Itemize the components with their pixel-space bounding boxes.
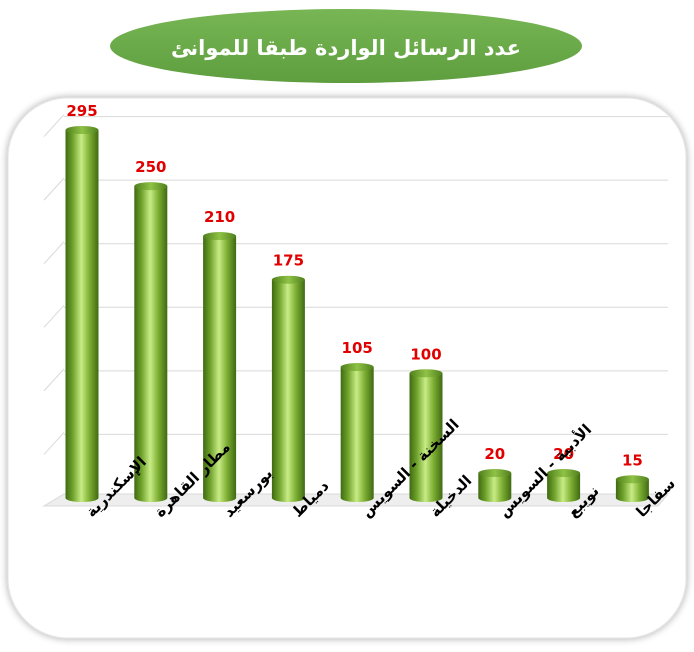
bar-body bbox=[203, 236, 237, 502]
bar bbox=[340, 363, 374, 502]
bar-cap bbox=[615, 475, 649, 484]
gridline-depth bbox=[43, 368, 65, 392]
bar-cap bbox=[547, 469, 581, 478]
value-label: 100 bbox=[410, 345, 441, 363]
gridline-depth bbox=[43, 304, 65, 328]
bars bbox=[65, 126, 649, 502]
value-label: 105 bbox=[342, 339, 373, 357]
bar-body bbox=[615, 479, 649, 502]
bar-cap bbox=[409, 369, 443, 378]
bar-cap bbox=[203, 232, 237, 241]
bar-body bbox=[547, 473, 581, 502]
title-pill bbox=[110, 9, 582, 83]
bar bbox=[203, 232, 237, 502]
bar bbox=[271, 275, 305, 502]
bar bbox=[65, 126, 99, 502]
value-label: 20 bbox=[553, 445, 574, 463]
value-label: 210 bbox=[204, 208, 235, 226]
bar-cap bbox=[478, 469, 512, 478]
bar-body bbox=[65, 130, 99, 502]
value-labels: 295 250 210 175 105 100 20 20 15 bbox=[66, 102, 642, 469]
bar-body bbox=[134, 186, 168, 502]
bar bbox=[615, 475, 649, 502]
bar-body bbox=[478, 473, 512, 502]
bar-body bbox=[409, 373, 443, 502]
bar-cap bbox=[134, 182, 168, 191]
value-label: 250 bbox=[135, 158, 166, 176]
bar-cap bbox=[340, 363, 374, 372]
bar bbox=[409, 369, 443, 502]
bar-cap bbox=[65, 126, 99, 134]
value-label: 15 bbox=[622, 451, 643, 469]
gridline-depth bbox=[43, 114, 65, 137]
bar-body bbox=[271, 279, 305, 502]
gridline-depth bbox=[43, 241, 65, 265]
bar bbox=[547, 469, 581, 502]
gridline-depth bbox=[43, 177, 65, 201]
value-label: 295 bbox=[66, 102, 97, 120]
bar-cap bbox=[271, 275, 305, 284]
bar-body bbox=[340, 367, 374, 502]
chart-title: عدد الرسائل الواردة طبقا للموانئ bbox=[171, 36, 521, 60]
gridline-depth bbox=[43, 432, 65, 455]
value-label: 175 bbox=[273, 252, 304, 270]
bar bbox=[478, 469, 512, 502]
value-label: 20 bbox=[484, 445, 505, 463]
bar bbox=[134, 182, 168, 502]
